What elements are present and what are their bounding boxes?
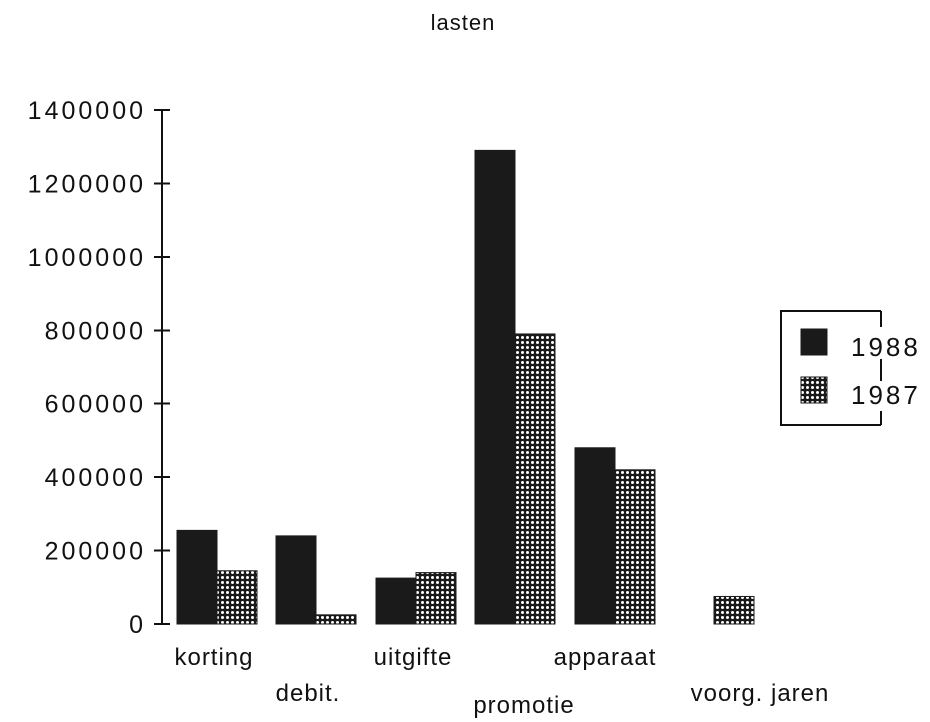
x-tick-label: voorg. jaren xyxy=(691,680,830,707)
legend-frame xyxy=(780,310,882,426)
y-tick-label: 1400000 xyxy=(28,97,146,125)
bar-1987-4 xyxy=(614,469,656,625)
legend-label-1988: 1988 xyxy=(851,332,921,362)
y-tick-label: 200000 xyxy=(45,538,146,566)
bar-1988-4 xyxy=(574,447,616,625)
legend-swatch-1987 xyxy=(800,376,828,404)
y-tick-label: 1200000 xyxy=(28,170,146,198)
y-tick-label: 1000000 xyxy=(28,244,146,272)
x-axis-labels: korting debit. uitgifte promotie apparaat voo… xyxy=(174,644,830,719)
y-tick-label: 800000 xyxy=(45,317,146,345)
x-tick-label: debit. xyxy=(276,680,341,707)
bar-1988-1 xyxy=(275,535,317,625)
x-tick-label: apparaat xyxy=(554,644,657,671)
bar-1987-0 xyxy=(216,570,258,625)
y-tick-label: 600000 xyxy=(45,391,146,419)
legend: 1988 1987 xyxy=(780,310,921,426)
legend-swatch-1988 xyxy=(800,328,828,356)
legend-label-1987: 1987 xyxy=(851,380,921,410)
bars xyxy=(176,149,755,625)
x-tick-label: promotie xyxy=(473,692,574,719)
bar-1987-3 xyxy=(514,333,556,625)
bar-1987-2 xyxy=(415,572,457,625)
x-tick-label: korting xyxy=(174,644,253,671)
y-tick-label: 400000 xyxy=(45,464,146,492)
y-tick-label: 0 xyxy=(129,611,146,639)
bar-1988-0 xyxy=(176,529,218,625)
chart-title: lasten xyxy=(431,10,496,35)
bar-1987-5 xyxy=(713,595,755,625)
y-axis: 0 200000 400000 600000 800000 1000000 1200000 1… xyxy=(28,97,170,639)
bar-1988-3 xyxy=(474,149,516,625)
x-tick-label: uitgifte xyxy=(374,644,453,671)
bar-1988-2 xyxy=(375,577,417,625)
bar-1987-1 xyxy=(315,614,357,625)
